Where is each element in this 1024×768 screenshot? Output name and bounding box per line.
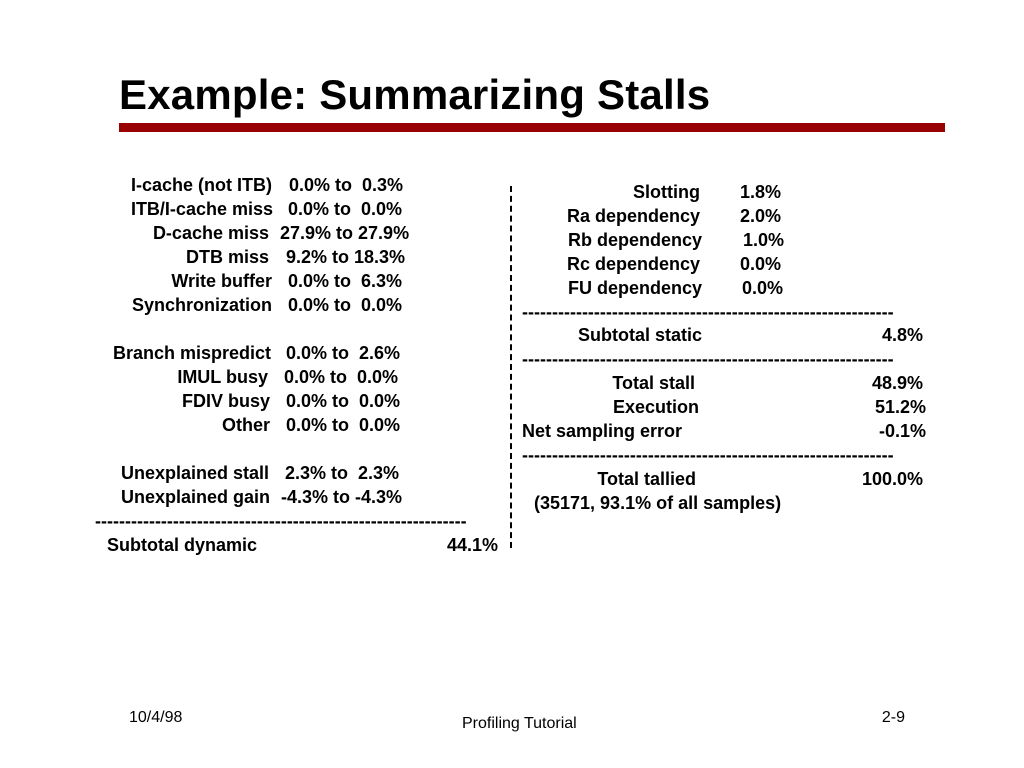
subtotal-dynamic-value: 44.1%: [446, 535, 498, 555]
subtotal-dynamic-label: Subtotal dynamic: [107, 535, 258, 555]
execution-value: 51.2%: [874, 397, 926, 417]
row-value: 0.0% to 0.0%: [286, 415, 401, 435]
separator: ----------------------------------------…: [522, 445, 894, 465]
row-label: I-cache (not ITB): [130, 175, 272, 195]
row-value: -4.3% to -4.3%: [281, 487, 403, 507]
row-value: 2.0%: [740, 206, 782, 226]
footer-page-number: 2-9: [881, 709, 905, 726]
row-value: 1.8%: [740, 182, 782, 202]
separator: ----------------------------------------…: [522, 302, 894, 322]
row-label: Unexplained gain: [120, 487, 270, 507]
row-label: Slotting: [633, 182, 700, 202]
row-value: 0.0% to 0.3%: [289, 175, 404, 195]
row-label: Branch mispredict: [112, 343, 271, 363]
row-value: 0.0%: [740, 254, 782, 274]
row-label: Rb dependency: [567, 230, 702, 250]
row-label: DTB miss: [185, 247, 269, 267]
row-value: 2.3% to 2.3%: [285, 463, 400, 483]
row-label: Other: [221, 415, 270, 435]
row-label: Write buffer: [171, 271, 272, 291]
separator: ----------------------------------------…: [95, 511, 467, 531]
separator: ----------------------------------------…: [522, 349, 894, 369]
title-underline: [119, 123, 945, 132]
subtotal-static-label: Subtotal static: [577, 325, 702, 345]
slide-title: Example: Summarizing Stalls: [119, 71, 711, 118]
row-label: Unexplained stall: [120, 463, 269, 483]
row-label: D-cache miss: [152, 223, 269, 243]
execution-label: Execution: [612, 397, 699, 417]
samples-note: (35171, 93.1% of all samples): [534, 493, 782, 513]
row-label: FU dependency: [567, 278, 702, 298]
footer-date: 10/4/98: [129, 709, 183, 726]
total-tallied-value: 100.0%: [861, 469, 923, 489]
total-stall-label: Total stall: [612, 373, 695, 393]
net-sampling-error-value: -0.1%: [878, 421, 926, 441]
row-label: Synchronization: [131, 295, 272, 315]
row-label: FDIV busy: [181, 391, 270, 411]
row-value: 9.2% to 18.3%: [286, 247, 406, 267]
net-sampling-error-label: Net sampling error: [522, 421, 683, 441]
column-divider: [510, 186, 512, 548]
total-stall-value: 48.9%: [871, 373, 923, 393]
row-value: 27.9% to 27.9%: [280, 223, 410, 243]
subtotal-static-value: 4.8%: [881, 325, 923, 345]
row-value: 0.0% to 0.0%: [288, 295, 403, 315]
row-value: 1.0%: [743, 230, 785, 250]
row-label: Ra dependency: [566, 206, 700, 226]
row-label: Rc dependency: [566, 254, 700, 274]
row-label: ITB/I-cache miss: [130, 199, 273, 219]
row-value: 0.0% to 6.3%: [288, 271, 403, 291]
row-label: IMUL busy: [177, 367, 268, 387]
row-value: 0.0% to 0.0%: [286, 391, 401, 411]
total-tallied-label: Total tallied: [597, 469, 696, 489]
footer-title: Profiling Tutorial: [462, 715, 577, 732]
row-value: 0.0% to 0.0%: [284, 367, 399, 387]
row-value: 0.0% to 0.0%: [288, 199, 403, 219]
row-value: 0.0% to 2.6%: [286, 343, 401, 363]
row-value: 0.0%: [742, 278, 784, 298]
